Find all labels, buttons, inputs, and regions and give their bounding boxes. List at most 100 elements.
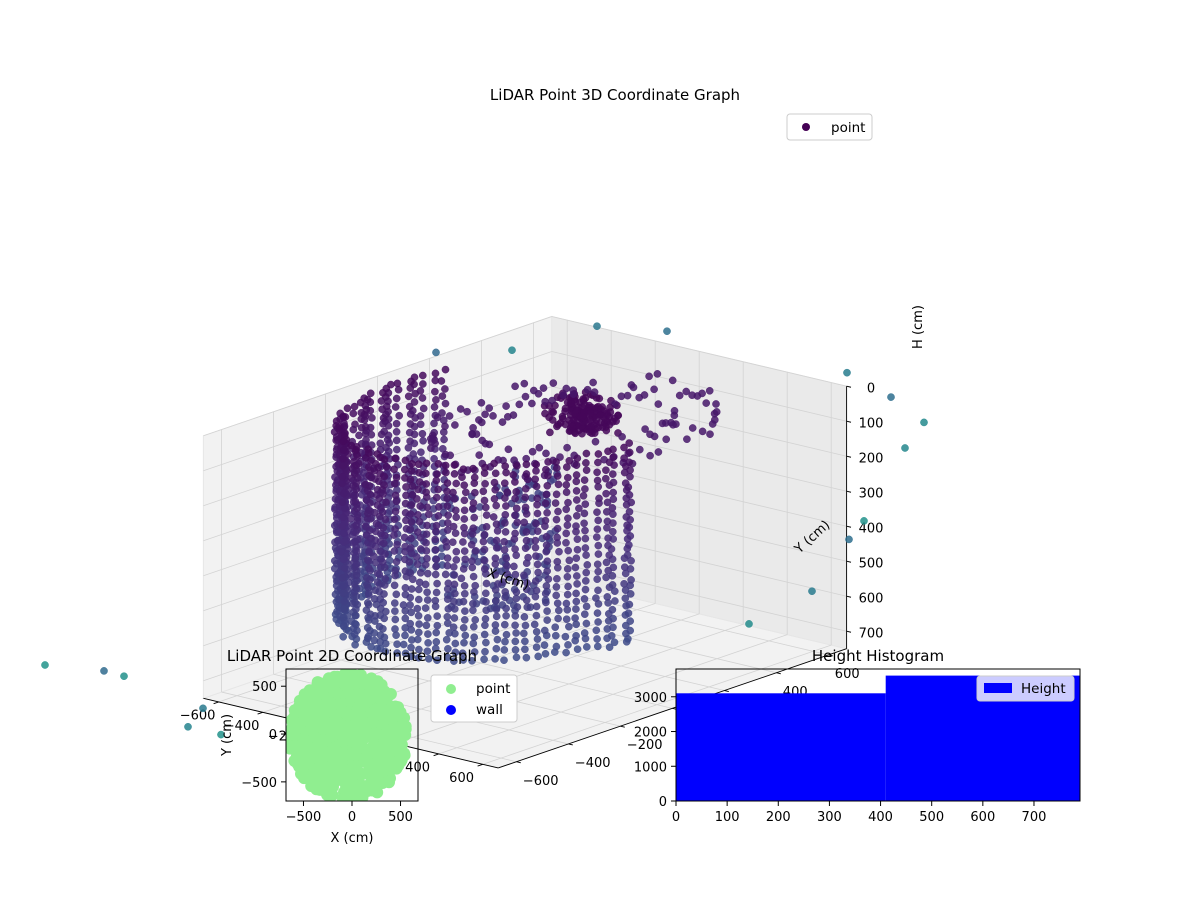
data-point-3d [627, 576, 635, 584]
data-point-3d [392, 394, 401, 403]
data-point-3d [431, 376, 440, 385]
data-point-3d [363, 395, 372, 404]
data-point-3d [533, 494, 542, 503]
data-point-3d [573, 512, 581, 520]
data-point-3d [406, 475, 415, 484]
data-point-3d [480, 530, 489, 539]
data-point-3d [573, 454, 582, 463]
data-point-2d [320, 716, 333, 729]
data-point-3d [395, 411, 404, 420]
data-point-3d [688, 424, 697, 432]
data-point-3d [490, 459, 498, 468]
data-point-3d [646, 451, 654, 460]
data-point-3d [745, 620, 753, 628]
data-point-3d [653, 370, 662, 378]
data-point-3d [512, 629, 520, 637]
data-point-3d [513, 603, 522, 611]
data-point-3d [621, 563, 629, 572]
data-point-3d [562, 505, 571, 514]
data-point-3d [468, 657, 476, 665]
legend-marker-point-3d [802, 123, 810, 131]
data-point-3d [366, 389, 375, 398]
data-point-3d [422, 530, 431, 539]
data-point-3d [457, 574, 466, 583]
data-point-3d [469, 606, 477, 615]
data-point-3d [432, 493, 441, 502]
data-point-3d [593, 609, 602, 617]
data-point-3d [378, 558, 387, 566]
data-point-3d [622, 513, 631, 521]
data-point-3d [407, 467, 416, 475]
data-point-3d [480, 556, 489, 565]
data-point-3d [441, 399, 450, 408]
data-point-3d [502, 502, 510, 510]
data-point-3d [712, 400, 720, 408]
data-point-3d [512, 594, 521, 603]
data-point-3d [544, 458, 552, 466]
data-point-3d [369, 552, 378, 561]
data-point-3d [583, 561, 592, 569]
data-point-3d [444, 511, 453, 520]
data-point-3d [501, 637, 509, 646]
data-point-2d [365, 672, 378, 685]
data-point-2d [353, 730, 366, 743]
data-point-3d [450, 495, 459, 503]
data-point-3d [572, 605, 580, 613]
data-point-3d [400, 465, 409, 474]
data-point-3d [431, 546, 440, 554]
data-point-3d [338, 522, 347, 531]
data-point-3d [654, 448, 663, 456]
data-point-3d [594, 450, 603, 458]
legend-label-point-3d: point [831, 120, 865, 136]
data-point-3d [390, 465, 398, 474]
data-point-3d [627, 557, 635, 565]
data-point-3d [393, 540, 401, 549]
y-tick-3d [568, 743, 573, 746]
data-point-3d [407, 643, 415, 652]
data-point-3d [845, 535, 853, 544]
data-point-3d [482, 598, 490, 606]
data-point-3d [383, 435, 392, 444]
data-point-3d [340, 446, 348, 454]
data-point-3d [451, 589, 459, 598]
data-point-3d [610, 638, 619, 647]
data-point-3d [575, 504, 583, 513]
data-point-3d [567, 399, 576, 407]
data-point-3d [621, 594, 630, 603]
data-point-3d [421, 580, 430, 589]
data-point-3d [489, 412, 497, 420]
data-point-3d [593, 560, 602, 569]
data-point-3d [502, 402, 510, 410]
data-point-3d [534, 568, 542, 577]
data-point-3d [522, 470, 531, 478]
data-point-3d [421, 561, 430, 569]
data-point-3d [533, 635, 542, 643]
data-point-3d [502, 468, 510, 477]
data-point-3d [541, 626, 549, 635]
data-point-3d [338, 574, 347, 582]
data-point-2d [377, 729, 390, 742]
data-point-3d [347, 514, 355, 523]
legend-histogram: Height [976, 675, 1075, 702]
data-point-3d [431, 535, 440, 544]
y-tick-label-3d: −600 [523, 774, 559, 789]
data-point-3d [414, 653, 423, 662]
grid-line-z-left [203, 386, 552, 507]
data-point-3d [682, 387, 691, 396]
data-point-2d [376, 765, 389, 778]
data-point-3d [515, 400, 524, 409]
data-point-3d [622, 629, 630, 638]
data-point-3d [401, 649, 410, 658]
data-point-3d [511, 570, 520, 579]
data-point-3d [623, 535, 632, 543]
data-point-3d [414, 628, 423, 637]
data-point-3d [482, 606, 491, 615]
data-point-3d [572, 461, 581, 470]
data-point-3d [541, 409, 549, 418]
data-point-3d [350, 402, 359, 411]
data-point-3d [450, 461, 459, 469]
data-point-3d [582, 619, 591, 628]
data-point-3d [670, 406, 679, 415]
data-point-3d [625, 439, 634, 447]
data-point-3d [350, 630, 359, 639]
